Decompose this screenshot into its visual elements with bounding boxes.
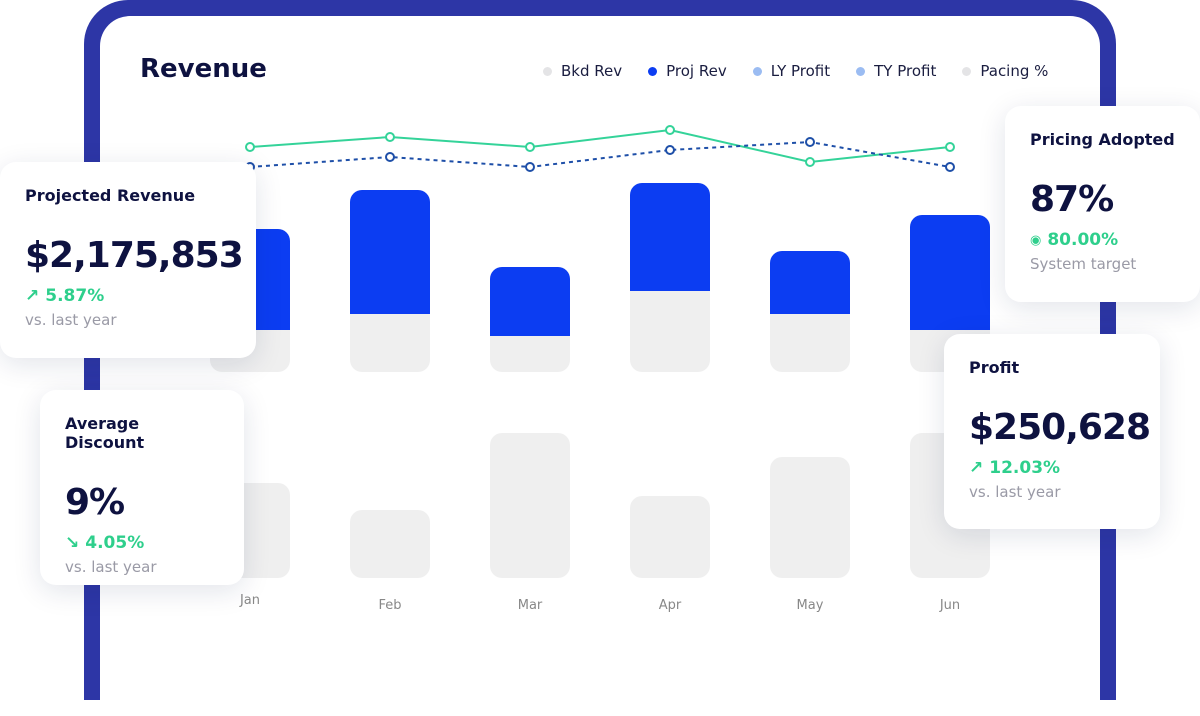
card-delta: 12.03% — [989, 458, 1061, 478]
legend-label: Proj Rev — [666, 62, 727, 80]
page-title: Revenue — [140, 54, 267, 84]
line-point — [945, 162, 955, 172]
line-point — [945, 142, 955, 152]
card-profit[interactable]: Profit $250,628 ↗ 12.03% vs. last year — [944, 334, 1160, 529]
month-label: Feb — [378, 598, 401, 613]
card-title: Profit — [969, 358, 1020, 377]
lower-bar — [770, 457, 850, 578]
card-delta: 80.00% — [1047, 230, 1119, 250]
card-subtitle: vs. last year — [65, 558, 157, 576]
card-delta: 4.05% — [85, 533, 145, 553]
legend-item-bkd-rev[interactable]: Bkd Rev — [543, 62, 622, 80]
card-value: $250,628 — [969, 407, 1151, 448]
trend-up-icon: ↗ — [969, 458, 984, 478]
legend-label: Pacing % — [980, 62, 1049, 80]
card-projected-revenue[interactable]: Projected Revenue $2,175,853 ↗ 5.87% vs. … — [0, 162, 256, 358]
card-subtitle: System target — [1030, 255, 1137, 273]
legend-label: TY Profit — [874, 62, 937, 80]
proj-rev-bar — [490, 267, 570, 336]
legend-item-pacing[interactable]: Pacing % — [962, 62, 1048, 80]
card-title: Projected Revenue — [25, 186, 196, 205]
month-label: Jan — [239, 593, 260, 608]
pacing-line — [249, 140, 951, 169]
legend-label: LY Profit — [770, 62, 831, 80]
line-point — [525, 162, 535, 172]
card-value: 9% — [65, 482, 125, 523]
legend-dot — [648, 66, 658, 76]
month-label: May — [797, 598, 824, 613]
card-delta: 5.87% — [45, 286, 105, 306]
legend-dot — [962, 66, 972, 76]
proj-rev-bar — [910, 215, 990, 330]
line-point — [805, 137, 815, 147]
proj-rev-bar — [630, 183, 710, 291]
trend-up-icon: ↗ — [25, 286, 40, 306]
legend-item-proj-rev[interactable]: Proj Rev — [648, 62, 727, 80]
lower-bar — [490, 433, 570, 578]
legend-label: Bkd Rev — [561, 62, 623, 80]
legend-item-ty-profit[interactable]: TY Profit — [856, 62, 936, 80]
line-point — [525, 142, 535, 152]
legend-dot — [543, 66, 552, 76]
month-label: Mar — [518, 598, 543, 613]
chart-legend: Bkd Rev Proj Rev LY Profit TY Profit Pac… — [543, 62, 1048, 80]
card-title: Average Discount — [65, 414, 145, 452]
card-value: 87% — [1030, 179, 1114, 220]
trend-down-icon: ↘ — [65, 533, 80, 553]
card-subtitle: vs. last year — [969, 483, 1061, 501]
month-label: Apr — [659, 598, 682, 613]
lower-bar — [630, 496, 710, 578]
legend-dot — [856, 66, 866, 76]
line-point — [245, 142, 255, 152]
proj-rev-bar — [770, 251, 850, 314]
line-point — [665, 125, 675, 135]
card-subtitle: vs. last year — [25, 311, 117, 329]
card-average-discount[interactable]: Average Discount 9% ↘ 4.05% vs. last year — [40, 390, 244, 585]
card-value: $2,175,853 — [25, 235, 244, 276]
profit-line — [249, 128, 951, 164]
month-label: Jun — [939, 598, 960, 613]
line-point — [665, 145, 675, 155]
card-pricing-adopted[interactable]: Pricing Adopted 87% ◉ 80.00% System targe… — [1005, 106, 1200, 302]
card-title: Pricing Adopted — [1030, 130, 1175, 149]
revenue-chart: Jan Feb Mar Apr May Jun — [210, 125, 990, 613]
line-point — [385, 152, 395, 162]
proj-rev-bar — [350, 190, 430, 314]
legend-item-ly-profit[interactable]: LY Profit — [752, 62, 831, 80]
line-point — [805, 157, 815, 167]
target-dot-icon: ◉ — [1030, 232, 1042, 248]
line-point — [385, 132, 395, 142]
legend-dot — [752, 66, 762, 76]
lower-bar — [350, 510, 430, 578]
